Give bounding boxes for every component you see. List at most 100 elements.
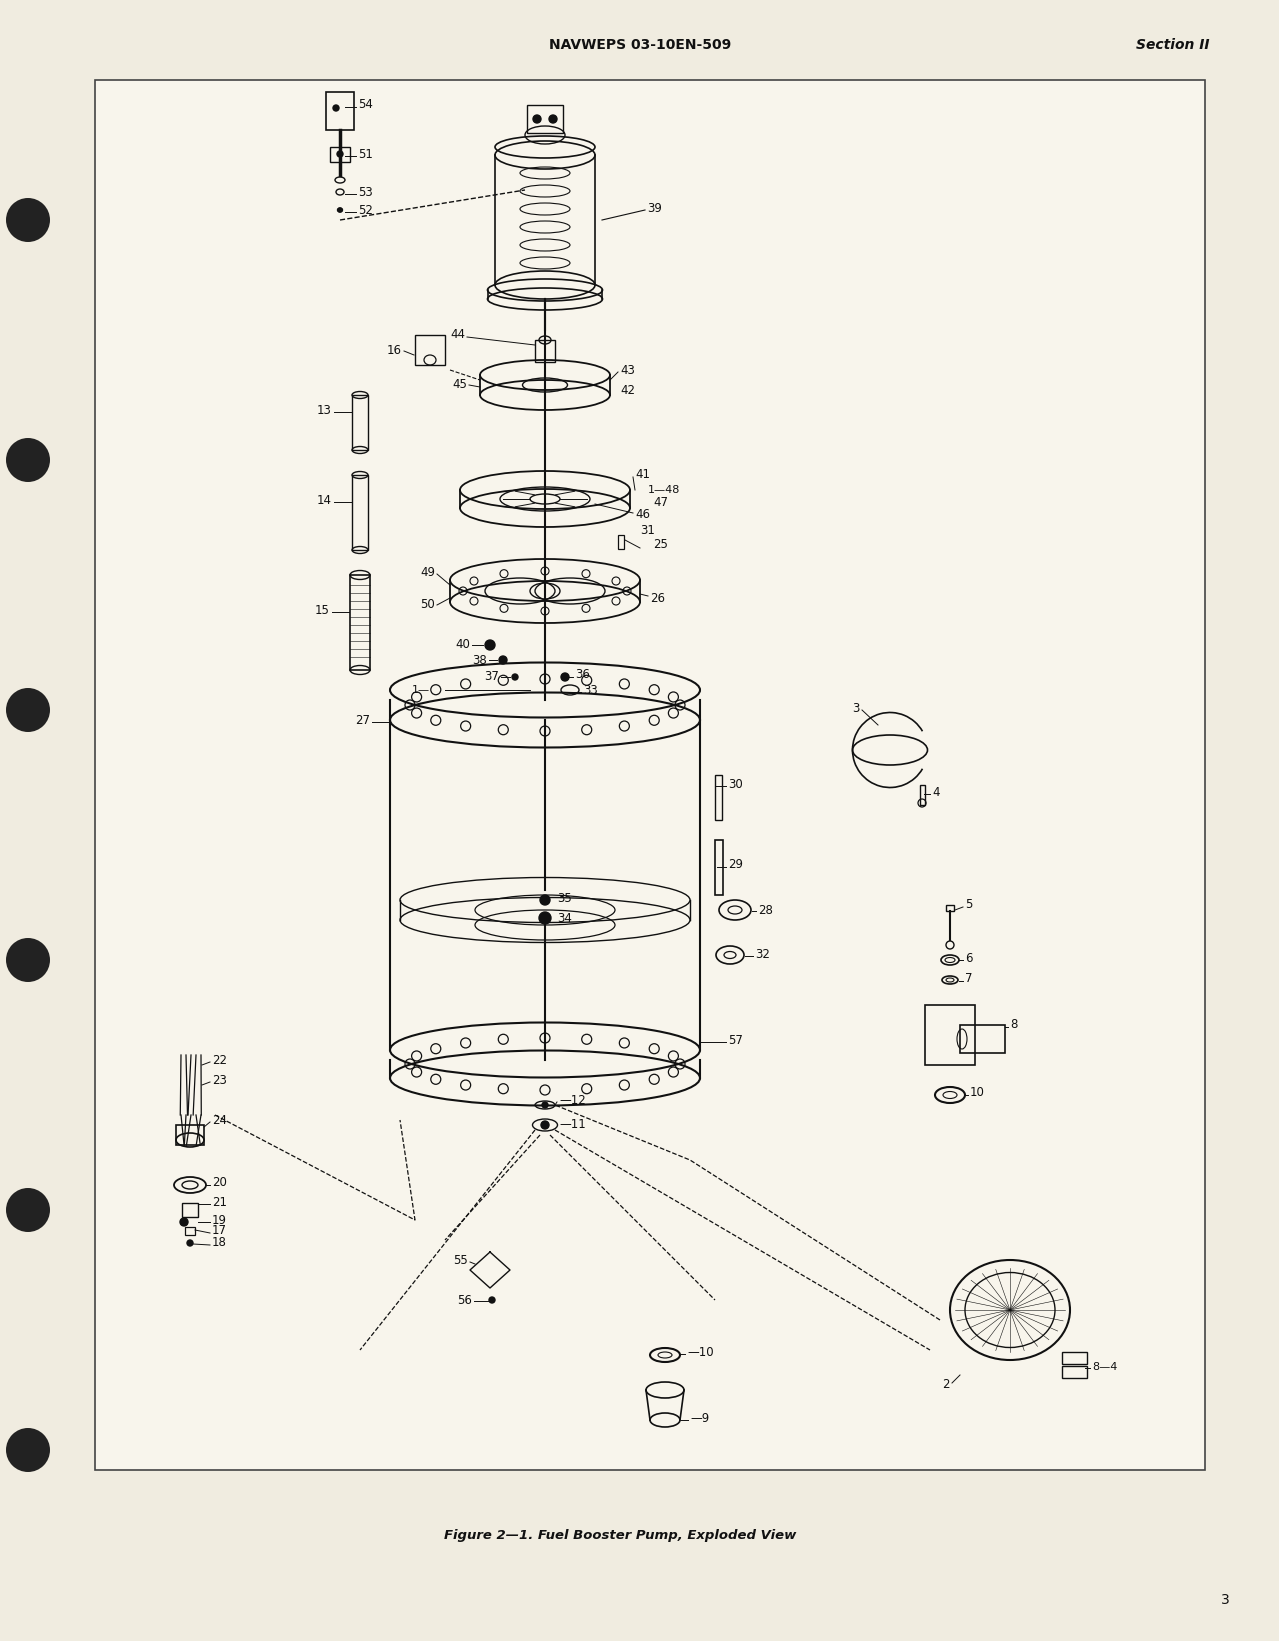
Bar (1062, 1352, 1087, 1364)
Text: 57: 57 (728, 1034, 743, 1047)
Circle shape (6, 688, 50, 732)
Text: 20: 20 (212, 1177, 226, 1190)
Text: 38: 38 (472, 653, 487, 666)
Bar (920, 784, 925, 806)
Text: 53: 53 (358, 185, 372, 199)
Circle shape (538, 912, 551, 924)
Text: 21: 21 (212, 1196, 226, 1209)
Text: 44: 44 (450, 328, 466, 341)
Text: 3: 3 (1221, 1593, 1230, 1607)
Text: 46: 46 (634, 509, 650, 522)
Circle shape (540, 894, 550, 904)
Circle shape (333, 105, 339, 112)
Circle shape (512, 674, 518, 679)
Bar (1062, 1365, 1087, 1378)
Circle shape (541, 1121, 549, 1129)
Text: 51: 51 (358, 148, 373, 161)
Bar (961, 1026, 1005, 1054)
Circle shape (533, 115, 541, 123)
Text: —12: —12 (559, 1093, 586, 1106)
Circle shape (489, 1296, 495, 1303)
Text: 40: 40 (455, 638, 469, 651)
Bar (618, 535, 624, 550)
Bar (95, 80, 1205, 1470)
Text: —9: —9 (689, 1411, 710, 1424)
Bar (330, 148, 350, 162)
Bar (946, 904, 954, 911)
Text: 14: 14 (317, 494, 333, 507)
Circle shape (485, 640, 495, 650)
Text: 56: 56 (457, 1293, 472, 1306)
Text: 16: 16 (388, 343, 402, 356)
Text: NAVWEPS 03-10EN-509: NAVWEPS 03-10EN-509 (549, 38, 732, 53)
Text: 18: 18 (212, 1237, 226, 1249)
Text: 55: 55 (453, 1254, 468, 1267)
Text: 8: 8 (1010, 1019, 1017, 1032)
Bar (350, 574, 370, 670)
Text: —11: —11 (559, 1118, 586, 1131)
Text: 33: 33 (583, 684, 597, 696)
Text: 28: 28 (758, 904, 773, 917)
Bar (535, 340, 555, 363)
Bar (715, 840, 723, 894)
Text: 10: 10 (969, 1086, 985, 1099)
Text: 32: 32 (755, 948, 770, 962)
Text: 26: 26 (650, 591, 665, 604)
Bar (715, 775, 723, 820)
Circle shape (6, 438, 50, 482)
Circle shape (187, 1241, 193, 1246)
Text: 4: 4 (932, 786, 940, 799)
Text: 22: 22 (212, 1054, 226, 1067)
Text: 23: 23 (212, 1073, 226, 1086)
Text: 47: 47 (654, 496, 668, 509)
Text: 41: 41 (634, 468, 650, 481)
Circle shape (6, 939, 50, 981)
Circle shape (6, 1188, 50, 1232)
Bar (925, 1004, 975, 1065)
Bar (182, 1203, 198, 1218)
Text: 34: 34 (556, 911, 572, 924)
Text: 17: 17 (212, 1224, 226, 1237)
Text: 3: 3 (853, 701, 859, 714)
Text: 5: 5 (964, 899, 972, 911)
Text: 15: 15 (315, 604, 330, 617)
Text: 19: 19 (212, 1213, 226, 1226)
Text: 2: 2 (943, 1378, 950, 1392)
Text: —10: —10 (687, 1346, 714, 1359)
Text: 37: 37 (485, 671, 499, 684)
Circle shape (561, 673, 569, 681)
Text: Figure 2—1. Fuel Booster Pump, Exploded View: Figure 2—1. Fuel Booster Pump, Exploded … (444, 1528, 797, 1541)
Bar (177, 1126, 203, 1145)
Text: 49: 49 (420, 566, 435, 579)
Text: 52: 52 (358, 203, 373, 217)
Bar (185, 1227, 194, 1236)
Circle shape (180, 1218, 188, 1226)
Text: 54: 54 (358, 98, 373, 112)
Text: 45: 45 (451, 379, 467, 392)
Bar (414, 335, 445, 364)
Text: 42: 42 (620, 384, 634, 397)
Circle shape (336, 151, 343, 158)
Text: Section II: Section II (1137, 38, 1210, 53)
Text: 25: 25 (654, 538, 668, 551)
Text: 50: 50 (421, 599, 435, 612)
Text: 35: 35 (556, 891, 572, 904)
Circle shape (499, 656, 506, 665)
Bar (326, 92, 354, 130)
Text: 6: 6 (964, 952, 972, 965)
Text: 13: 13 (317, 404, 333, 417)
Bar (352, 395, 368, 450)
Circle shape (6, 199, 50, 241)
Text: 30: 30 (728, 778, 743, 791)
Circle shape (338, 208, 341, 212)
Circle shape (542, 1103, 547, 1108)
Text: 29: 29 (728, 858, 743, 871)
Circle shape (6, 1428, 50, 1472)
Text: 24: 24 (212, 1114, 226, 1126)
Text: 27: 27 (356, 714, 370, 727)
Text: 1—: 1— (412, 684, 430, 696)
Bar (352, 474, 368, 550)
Bar (527, 105, 563, 133)
Circle shape (549, 115, 556, 123)
Text: 1—48: 1—48 (648, 486, 680, 496)
